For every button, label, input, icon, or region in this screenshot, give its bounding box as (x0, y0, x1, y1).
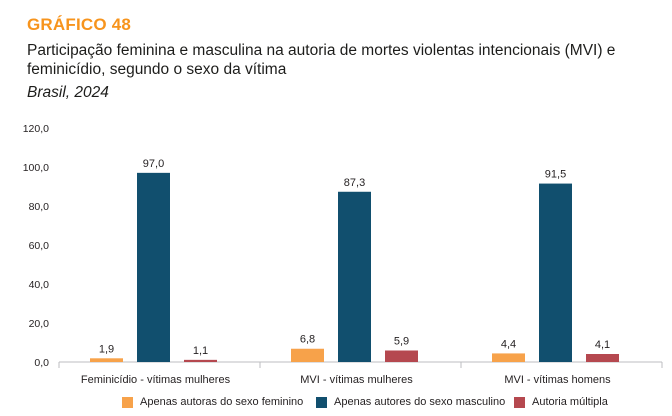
chart-subtitle: Brasil, 2024 (27, 84, 109, 101)
data-label: 87,3 (344, 177, 365, 189)
bar (385, 350, 418, 362)
bar (137, 172, 170, 362)
data-label: 91,5 (545, 169, 566, 181)
chart-title: Participação feminina e masculina na aut… (27, 42, 616, 78)
legend-swatch-female (122, 396, 133, 408)
bar (539, 183, 572, 362)
y-tick-label: 40,0 (29, 279, 50, 291)
y-tick-label: 80,0 (29, 201, 50, 213)
data-label: 5,9 (394, 335, 409, 347)
data-label: 1,9 (99, 343, 114, 355)
chart-number-label: GRÁFICO 48 (27, 15, 132, 34)
legend-swatch-male (316, 396, 327, 408)
legend-item-male: Apenas autores do sexo masculino (316, 396, 505, 408)
bar (338, 191, 371, 362)
bar (492, 353, 525, 362)
x-category-label: MVI - vítimas homens (504, 374, 611, 386)
y-tick-label: 60,0 (29, 240, 50, 252)
bar-chart: 0,0 20,0 40,0 60,0 80,0 100,0 120,0 1,9 97,0 1,1 F… (23, 123, 663, 386)
bar (291, 348, 324, 362)
x-category-label: Feminicídio - vítimas mulheres (81, 374, 231, 386)
data-label: 4,1 (595, 339, 610, 351)
legend-label-male: Apenas autores do sexo masculino (334, 396, 506, 408)
y-tick-label: 120,0 (23, 123, 49, 135)
legend-label-multiple: Autoria múltipla (532, 396, 608, 408)
legend: Apenas autoras do sexo feminino Apenas a… (0, 396, 672, 412)
y-tick-label: 20,0 (29, 318, 50, 330)
data-label: 97,0 (143, 158, 164, 170)
data-label: 1,1 (193, 345, 208, 357)
x-category-label: MVI - vítimas mulheres (300, 374, 413, 386)
data-label: 4,4 (501, 338, 516, 350)
y-tick-label: 100,0 (23, 162, 49, 174)
legend-item-multiple: Autoria múltipla (514, 396, 608, 408)
bar (90, 358, 123, 362)
bar (586, 354, 619, 362)
data-label: 6,8 (300, 334, 315, 346)
legend-item-female: Apenas autoras do sexo feminino (122, 396, 303, 408)
y-tick-label: 0,0 (34, 357, 49, 369)
bar (184, 359, 217, 362)
legend-swatch-multiple (514, 396, 525, 408)
legend-label-female: Apenas autoras do sexo feminino (140, 396, 304, 408)
